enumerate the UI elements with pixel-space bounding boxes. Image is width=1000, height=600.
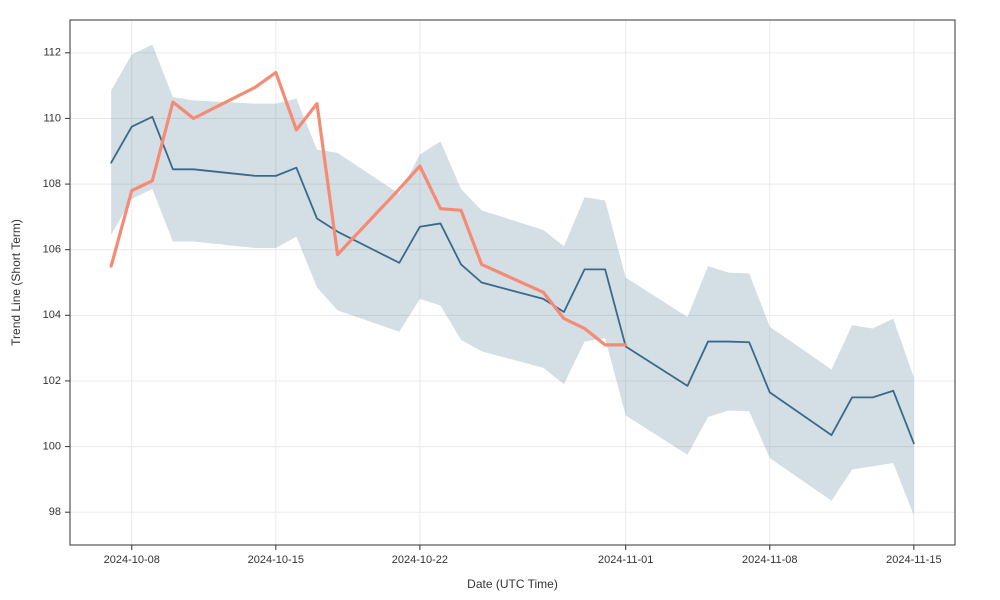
x-tick-label: 2024-10-22 — [392, 554, 448, 566]
y-tick-label: 110 — [43, 112, 61, 124]
y-tick-label: 102 — [43, 375, 61, 387]
x-tick-label: 2024-10-15 — [248, 554, 304, 566]
y-axis-label: Trend Line (Short Term) — [9, 219, 23, 346]
y-tick-label: 106 — [43, 244, 61, 256]
y-tick-label: 98 — [49, 506, 61, 518]
y-tick-label: 104 — [43, 309, 61, 321]
x-tick-label: 2024-11-08 — [742, 554, 797, 566]
trend-chart: 98 100 102 104 106 108 110 112 2024-10-08 2024-10… — [0, 0, 1000, 600]
y-tick-label: 112 — [43, 47, 61, 59]
x-axis-label: Date (UTC Time) — [467, 577, 558, 591]
x-tick-label: 2024-11-15 — [886, 554, 941, 566]
chart-svg: 98 100 102 104 106 108 110 112 2024-10-08 2024-10… — [0, 0, 1000, 600]
x-tick-label: 2024-10-08 — [104, 554, 160, 566]
y-tick-label: 100 — [43, 440, 61, 452]
y-tick-label: 108 — [43, 178, 61, 190]
x-tick-label: 2024-11-01 — [598, 554, 653, 566]
